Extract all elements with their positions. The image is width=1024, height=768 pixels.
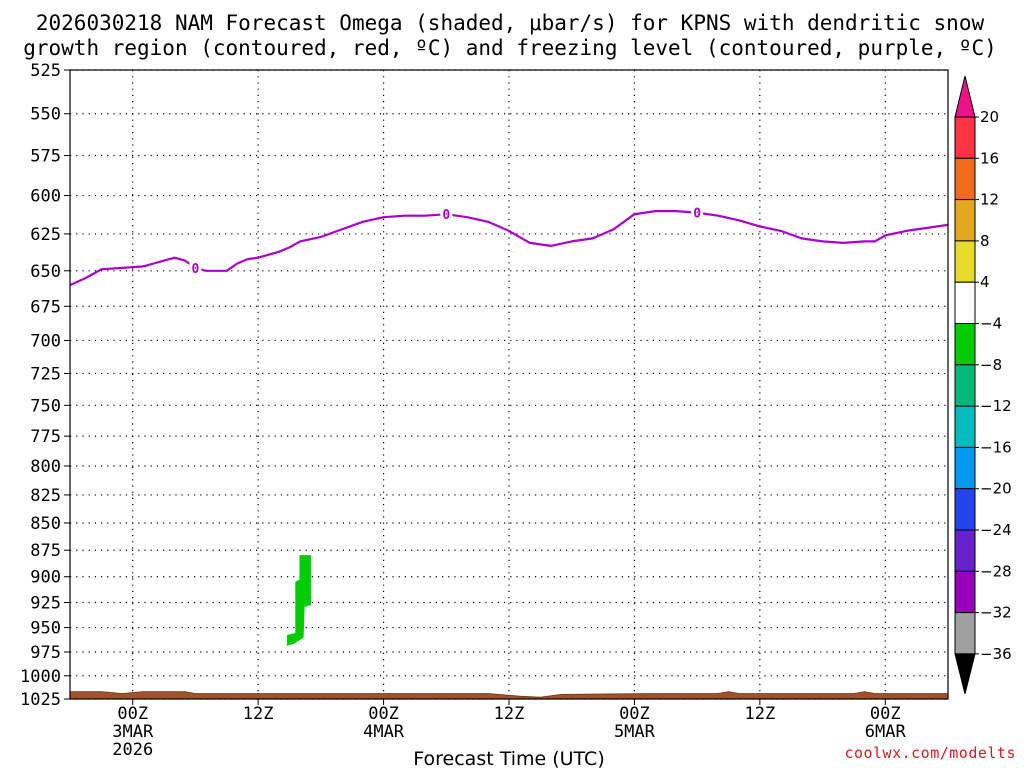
y-tick-label: 825 — [30, 486, 61, 506]
contour-label-bg — [440, 206, 453, 223]
x-tick-label: 00Z — [870, 704, 901, 724]
y-tick-label: 875 — [30, 541, 61, 561]
y-tick-label: 850 — [30, 514, 61, 534]
contour-label: 0 — [693, 207, 701, 222]
credit-text: coolwx.com/modelts — [844, 744, 1016, 762]
chart-title-line-2: growth region (contoured, red, ºC) and f… — [23, 36, 997, 60]
colorbar-bin — [954, 323, 976, 366]
colorbar-tick-label: 16 — [980, 149, 999, 167]
y-tick-label: 700 — [30, 331, 61, 351]
y-tick-label: 625 — [30, 225, 61, 245]
y-tick-label: 550 — [30, 105, 61, 125]
freezing-level-layer: 0 0 0 — [69, 204, 949, 287]
x-tick-label: 00Z — [117, 704, 148, 724]
x-tick-label: 00Z — [368, 704, 399, 724]
colorbar-tick-label: −4 — [980, 315, 1002, 333]
y-tick-label: 600 — [30, 187, 61, 207]
y-tick-label: 675 — [30, 297, 61, 317]
colorbar-tick-label: 20 — [980, 108, 999, 126]
y-tick-label: 975 — [30, 643, 61, 663]
colorbar-over-triangle — [954, 75, 976, 118]
x-tick-label: 00Z — [619, 704, 650, 724]
y-tick-label: 775 — [30, 427, 61, 447]
y-tick-label: 1000 — [20, 667, 61, 687]
y-tick-label: 575 — [30, 147, 61, 167]
y-tick-label: 1025 — [20, 690, 61, 710]
x-tick-label: 2026 — [112, 740, 153, 760]
plot-frame — [69, 69, 949, 700]
colorbar-tick-label: −28 — [980, 562, 1012, 580]
colorbar-bin — [954, 240, 976, 283]
colorbar: 20 16 12 8 4 −4 −8 −12 −16 −20 −24 −28 −32 −36 — [954, 75, 1012, 695]
colorbar-bin — [954, 405, 976, 448]
colorbar-bin — [954, 364, 976, 407]
x-tick-label: 4MAR — [363, 722, 405, 742]
y-tick-label: 650 — [30, 262, 61, 282]
y-tick-label: 925 — [30, 593, 61, 613]
y-tick-label: 950 — [30, 619, 61, 639]
colorbar-tick-label: −24 — [980, 521, 1012, 539]
colorbar-bin — [954, 529, 976, 572]
omega-shaded-region — [286, 555, 311, 646]
x-axis-title: Forecast Time (UTC) — [413, 748, 604, 768]
colorbar-tick-label: 4 — [980, 273, 990, 291]
contour-label: 0 — [442, 208, 450, 223]
x-tick-label: 12Z — [494, 704, 525, 724]
colorbar-bin — [954, 446, 976, 490]
colorbar-bin — [954, 570, 976, 614]
contour-label-bg — [691, 204, 704, 221]
colorbar-bin — [954, 488, 976, 531]
contour-label: 0 — [192, 262, 200, 277]
contour-label-bg — [189, 259, 202, 276]
y-tick-label: 800 — [30, 457, 61, 477]
grid-layer — [70, 69, 948, 700]
colorbar-bin — [954, 199, 976, 242]
colorbar-tick-label: −20 — [980, 480, 1012, 498]
colorbar-bin — [954, 612, 976, 655]
y-axis: 525 550 575 600 625 650 675 700 725 750 775 800 825 8… — [20, 61, 70, 710]
colorbar-bin — [954, 116, 976, 159]
y-tick-label: 900 — [30, 568, 61, 588]
x-tick-label: 12Z — [744, 704, 775, 724]
terrain-surface — [69, 691, 949, 700]
colorbar-tick-label: −16 — [980, 438, 1012, 456]
x-tick-label: 12Z — [243, 704, 274, 724]
colorbar-bin — [954, 157, 976, 201]
freezing-level-line — [69, 210, 949, 287]
shaded-omega-layer — [286, 555, 311, 646]
colorbar-bin — [954, 281, 976, 325]
colorbar-tick-label: −12 — [980, 397, 1012, 415]
chart-title-line-1: 2026030218 NAM Forecast Omega (shaded, μ… — [36, 11, 985, 35]
y-tick-label: 725 — [30, 364, 61, 384]
y-tick-label: 750 — [30, 396, 61, 416]
colorbar-tick-label: 12 — [980, 191, 999, 209]
colorbar-tick-label: −32 — [980, 604, 1012, 622]
x-tick-label: 3MAR — [112, 722, 154, 742]
colorbar-under-triangle — [954, 653, 976, 695]
x-tick-label: 5MAR — [614, 722, 656, 742]
x-tick-label: 6MAR — [865, 722, 907, 742]
colorbar-tick-label: 8 — [980, 232, 990, 250]
colorbar-tick-label: −8 — [980, 356, 1002, 374]
terrain-layer — [69, 691, 949, 700]
y-tick-label: 525 — [30, 61, 61, 81]
colorbar-tick-label: −36 — [980, 645, 1012, 663]
